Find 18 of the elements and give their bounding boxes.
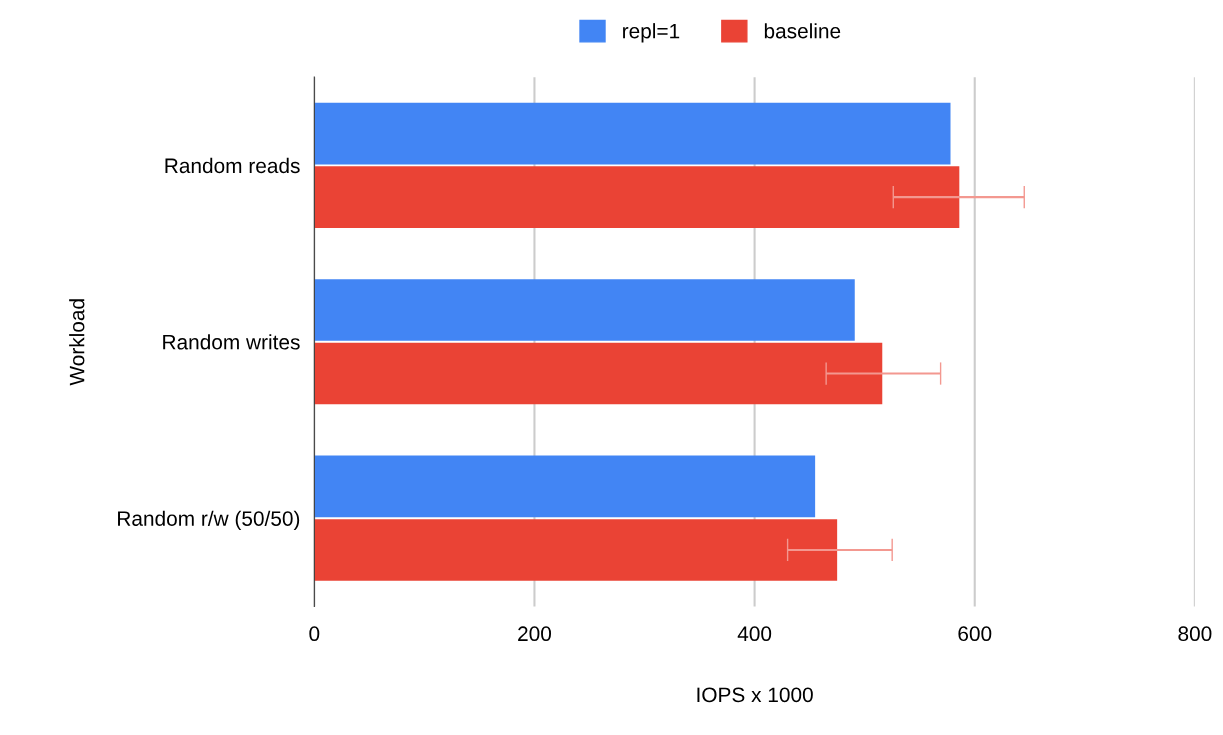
y-tick-label: Random r/w (50/50) [118, 510, 300, 531]
bar [314, 102, 951, 165]
legend-label: repl=1 [623, 23, 680, 43]
bar [314, 279, 855, 341]
x-tick-label: 400 [737, 626, 772, 642]
bar [314, 166, 960, 228]
y-axis-title: Workload [69, 299, 85, 386]
x-tick-label: 200 [518, 626, 552, 642]
bar [314, 342, 883, 405]
x-tick-label: 600 [958, 626, 992, 642]
bar [314, 519, 838, 581]
x-tick-label: 0 [309, 626, 320, 642]
legend-label: baseline [764, 23, 841, 39]
x-tick-label: 800 [1178, 626, 1212, 642]
x-axis-title: IOPS x 1000 [697, 687, 813, 703]
bar [314, 455, 816, 518]
y-tick-label: Random reads [165, 157, 300, 174]
y-tick-label: Random writes [163, 334, 300, 350]
